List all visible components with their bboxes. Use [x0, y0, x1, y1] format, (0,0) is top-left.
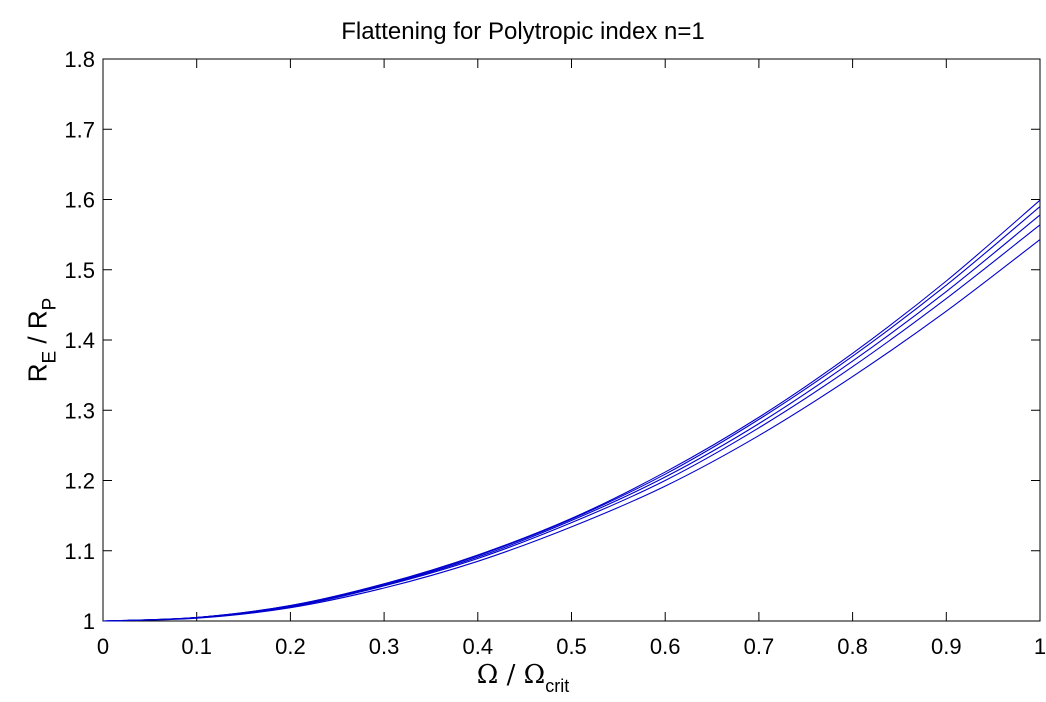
- x-tick-label: 0.3: [369, 634, 400, 659]
- x-tick-label: 0.6: [650, 634, 681, 659]
- y-tick-label: 1: [83, 609, 95, 634]
- y-tick-label: 1.1: [64, 539, 95, 564]
- series-line-2: [102, 206, 1041, 622]
- plot-area-frame: [102, 58, 1041, 622]
- axis-ticks: 0 0.1 0.2 0.3 0.4 0.5 0.6 0.7 0.8 0.9 1 1 1.1 1.2 1.3 1…: [64, 47, 1046, 659]
- y-tick-label: 1.3: [64, 398, 95, 423]
- y-tick-label: 1.2: [64, 469, 95, 494]
- y-tick-label: 1.4: [64, 328, 95, 353]
- y-tick-label: 1.7: [64, 117, 95, 142]
- chart-title: Flattening for Polytropic index n=1: [341, 18, 705, 45]
- x-tick-label: 0: [97, 634, 109, 659]
- y-tick-label: 1.6: [64, 188, 95, 213]
- x-axis-label-main: Ω / Ω: [476, 660, 546, 690]
- x-axis-label: Ω / Ωcrit: [476, 660, 569, 696]
- x-tick-label: 0.4: [463, 634, 494, 659]
- x-tick-label: 1: [1034, 634, 1046, 659]
- x-tick-label: 0.2: [275, 634, 306, 659]
- series-line-3: [102, 214, 1041, 622]
- series-line-4: [102, 224, 1041, 622]
- y-axis-label-re-subscript: E: [39, 350, 61, 364]
- x-tick-label: 0.5: [556, 634, 587, 659]
- y-axis-label-rp-subscript: P: [39, 297, 61, 311]
- series-lines: [102, 199, 1041, 622]
- x-tick-label: 0.1: [181, 634, 212, 659]
- y-tick-label: 1.8: [64, 47, 95, 72]
- x-tick-label: 0.7: [744, 634, 775, 659]
- y-tick-label: 1.5: [64, 258, 95, 283]
- series-line-5: [102, 239, 1041, 622]
- y-axis-label-rp: R: [22, 310, 53, 330]
- y-axis-label-separator: /: [22, 329, 53, 351]
- x-tick-label: 0.8: [837, 634, 868, 659]
- y-axis-label-re: R: [22, 363, 53, 383]
- x-tick-label: 0.9: [931, 634, 962, 659]
- y-axis-label: RE / RP: [22, 298, 61, 383]
- x-axis-label-subscript: crit: [545, 676, 570, 696]
